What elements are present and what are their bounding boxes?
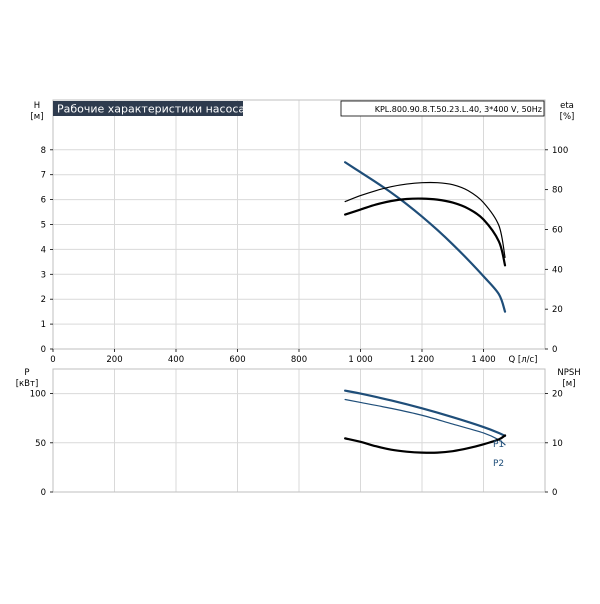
y-tick-label-top: 8: [41, 146, 46, 156]
top-y-axis: 0 1 2 3 4 5 6 7 8: [41, 146, 53, 355]
subtitle-box: [340, 100, 545, 117]
top-series: [344, 161, 507, 313]
y2-tick-label-top: 0: [552, 345, 557, 355]
y-axis-name-top: H: [34, 101, 40, 111]
bottom-series: [344, 389, 507, 454]
chart-subtitle: KPL.800.90.8.T.50.23.L.40, 3*400 V, 50Hz: [375, 105, 542, 114]
y2-axis-name-top: eta: [560, 101, 574, 111]
x-tick-label: 400: [168, 355, 184, 365]
y2-axis-name-bottom: NPSH: [557, 368, 580, 378]
y-tick-label-top: 4: [41, 245, 46, 255]
bottom-plot-frame: [52, 368, 546, 493]
y2-tick-label-top: 60: [552, 225, 563, 235]
y-tick-label-top: 2: [41, 295, 46, 305]
y-tick-label-top: 1: [41, 320, 46, 330]
y2-tick-label-bottom: 20: [552, 390, 563, 400]
y2-tick-label-bottom: 10: [552, 439, 563, 449]
bottom-y-axis: 0 50 100: [30, 390, 53, 498]
y-tick-label-top: 7: [41, 171, 46, 181]
series-npsh-curve: [344, 434, 507, 454]
y2-tick-label-bottom: 0: [552, 488, 557, 498]
y-tick-label-bottom: 0: [41, 488, 46, 498]
top-x-axis: 0 200 400 600 800 1 000 1 200 1 400: [50, 349, 496, 365]
y-tick-label-top: 6: [41, 196, 46, 206]
chart-title: Рабочие характеристики насоса: [57, 103, 245, 116]
y-axis-unit-top: [м]: [30, 112, 43, 122]
bottom-y2-axis: 0 10 20: [545, 390, 563, 498]
y-axis-unit-bottom: [кВт]: [16, 379, 39, 389]
y2-axis-unit-bottom: [м]: [562, 379, 575, 389]
x-tick-label: 1 400: [471, 355, 495, 365]
y-tick-label-top: 5: [41, 221, 46, 231]
bottom-grid: [53, 369, 545, 493]
legend-label-p2: P2: [493, 459, 504, 469]
y2-tick-label-top: 20: [552, 305, 563, 315]
y-tick-label-bottom: 100: [30, 390, 46, 400]
y-tick-label-top: 3: [41, 270, 46, 280]
series-p1-curve: [344, 389, 507, 438]
x-axis-label: Q [л/с]: [509, 355, 538, 365]
panel-bottom: 0 50 100 0 10 20 P [кВт] NPSH [м] P1 P2: [16, 368, 581, 498]
y2-tick-label-top: 40: [552, 265, 563, 275]
x-tick-label: 1 200: [410, 355, 434, 365]
top-y2-axis: 0 20 40 60 80 100: [545, 146, 568, 355]
title-box: [53, 101, 243, 116]
y2-axis-unit-top: [%]: [560, 112, 575, 122]
series-eta-curve-upper: [344, 181, 506, 258]
series-head-curve: [344, 161, 507, 313]
y-tick-label-bottom: 50: [35, 439, 46, 449]
x-tick-label: 200: [106, 355, 122, 365]
x-tick-label: 800: [291, 355, 307, 365]
y2-tick-label-top: 100: [552, 146, 568, 156]
x-tick-label: 1 000: [348, 355, 372, 365]
x-tick-label: 0: [50, 355, 55, 365]
x-tick-label: 600: [229, 355, 245, 365]
y2-tick-label-top: 80: [552, 186, 563, 196]
series-eta-curve-lower: [344, 197, 507, 267]
top-grid: [53, 100, 545, 350]
legend-label-p1: P1: [493, 440, 504, 450]
series-p2-curve: [344, 398, 506, 446]
y-tick-label-top: 0: [41, 345, 46, 355]
y-axis-name-bottom: P: [24, 368, 29, 378]
